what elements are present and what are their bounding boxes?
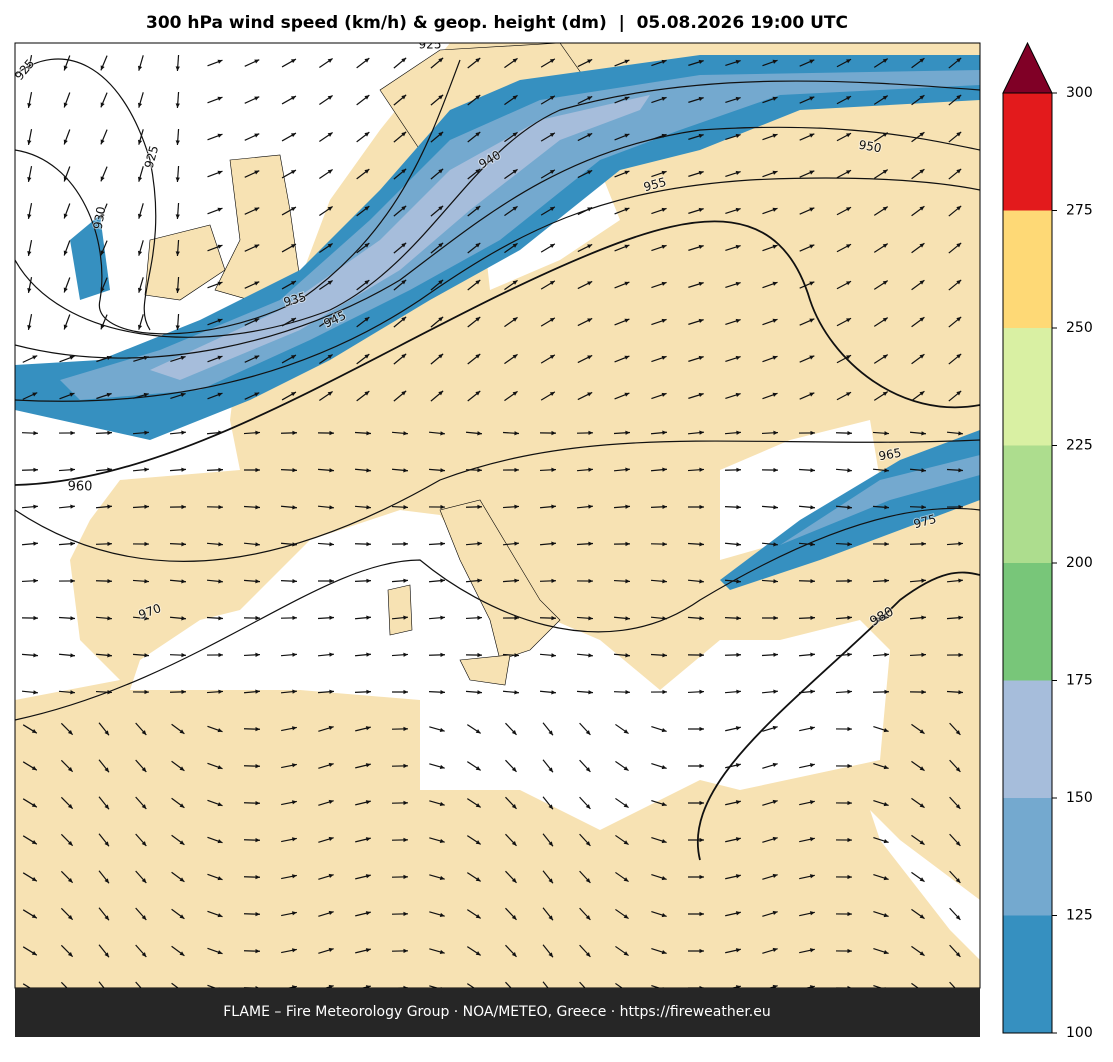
colorbar-tick-label: 250: [1066, 320, 1093, 336]
colorbar-segment: [1003, 681, 1052, 799]
colorbar-segment: [1003, 446, 1052, 564]
colorbar-tick-label: 150: [1066, 790, 1093, 806]
colorbar-segment: [1003, 563, 1052, 681]
title: 300 hPa wind speed (km/h) & geop. height…: [146, 13, 848, 33]
colorbar-segment: [1003, 93, 1052, 211]
colorbar-tick-label: 100: [1066, 1025, 1093, 1041]
colorbar-extend: [1003, 43, 1052, 93]
colorbar-tick-label: 175: [1066, 673, 1093, 689]
colorbar-tick-label: 200: [1066, 555, 1093, 571]
sardinia: [388, 585, 412, 635]
colorbar-tick-label: 300: [1066, 85, 1093, 101]
colorbar: 100 125 150 175 200 225 250 275 300: [1003, 43, 1093, 1041]
colorbar-segment: [1003, 211, 1052, 329]
contour-label: 925: [419, 38, 442, 52]
colorbar-segment: [1003, 328, 1052, 446]
contour-label: 960: [68, 480, 93, 495]
colorbar-tick-label: 275: [1066, 203, 1093, 219]
map: 9259259259309359409459509559609659709759…: [12, 38, 980, 995]
footer: FLAME – Fire Meteorology Group · NOA/MET…: [223, 1004, 771, 1020]
colorbar-segment: [1003, 916, 1052, 1034]
colorbar-segment: [1003, 798, 1052, 916]
colorbar-tick-label: 225: [1066, 438, 1093, 454]
colorbar-tick-label: 125: [1066, 908, 1093, 924]
